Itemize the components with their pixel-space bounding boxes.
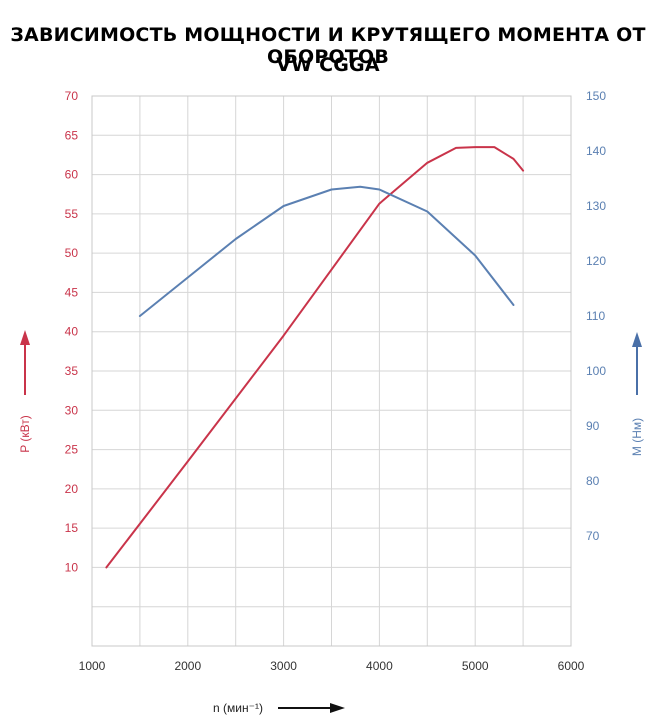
x-tick-label: 5000 bbox=[462, 659, 489, 673]
y-left-tick-label: 10 bbox=[65, 560, 79, 574]
x-tick-label: 6000 bbox=[558, 659, 585, 673]
y-left-tick-label: 20 bbox=[65, 482, 79, 496]
y-right-tick-label: 80 bbox=[586, 474, 600, 488]
x-tick-label: 2000 bbox=[174, 659, 201, 673]
y-right-tick-label: 70 bbox=[586, 529, 600, 543]
right-axis-label: M (Нм) bbox=[630, 418, 644, 456]
x-axis-label: n (мин⁻¹) bbox=[213, 701, 263, 715]
series-lines bbox=[105, 146, 525, 569]
y-left-tick-label: 30 bbox=[65, 403, 79, 417]
y-right-tick-label: 130 bbox=[586, 199, 606, 213]
right-axis-label-group: M (Нм) bbox=[630, 332, 644, 456]
y-left-tick-label: 40 bbox=[65, 325, 79, 339]
y-left-tick-label: 65 bbox=[65, 128, 79, 142]
x-tick-label: 4000 bbox=[366, 659, 393, 673]
grid-lines bbox=[92, 96, 571, 646]
y-left-tick-label: 25 bbox=[65, 443, 79, 457]
y-right-tick-label: 120 bbox=[586, 254, 606, 268]
x-tick-label: 1000 bbox=[79, 659, 106, 673]
y-right-tick-label: 140 bbox=[586, 144, 606, 158]
power-curve-line bbox=[105, 146, 525, 569]
x-arrow-head bbox=[330, 703, 345, 713]
y-left-tick-label: 70 bbox=[65, 89, 79, 103]
torque-curve-line bbox=[138, 185, 515, 317]
y-left-tick-label: 35 bbox=[65, 364, 79, 378]
y-left-tick-label: 15 bbox=[65, 521, 79, 535]
y-left-tick-label: 45 bbox=[65, 285, 79, 299]
tick-labels: 1000 2000 3000 4000 5000 6000 10 15 20 25 30 35 40 45… bbox=[65, 89, 607, 673]
y-right-tick-label: 90 bbox=[586, 419, 600, 433]
left-axis-label: P (кВт) bbox=[18, 415, 32, 452]
y-right-tick-label: 110 bbox=[586, 309, 605, 323]
torque-arrow-head bbox=[632, 332, 642, 347]
y-right-tick-label: 100 bbox=[586, 364, 606, 378]
y-right-tick-label: 150 bbox=[586, 89, 606, 103]
left-axis-label-group: P (кВт) bbox=[18, 330, 32, 453]
power-arrow-head bbox=[20, 330, 30, 345]
chart-subtitle: VW CGGA bbox=[276, 54, 380, 76]
plot-border bbox=[91, 95, 572, 647]
chart-title: ЗАВИСИМОСТЬ МОЩНОСТИ И КРУТЯЩЕГО МОМЕНТА… bbox=[10, 24, 646, 68]
y-left-tick-label: 50 bbox=[65, 246, 79, 260]
x-axis-label-group: n (мин⁻¹) bbox=[213, 701, 345, 715]
y-left-tick-label: 55 bbox=[65, 207, 79, 221]
y-left-tick-label: 60 bbox=[65, 168, 79, 182]
x-tick-label: 3000 bbox=[270, 659, 297, 673]
